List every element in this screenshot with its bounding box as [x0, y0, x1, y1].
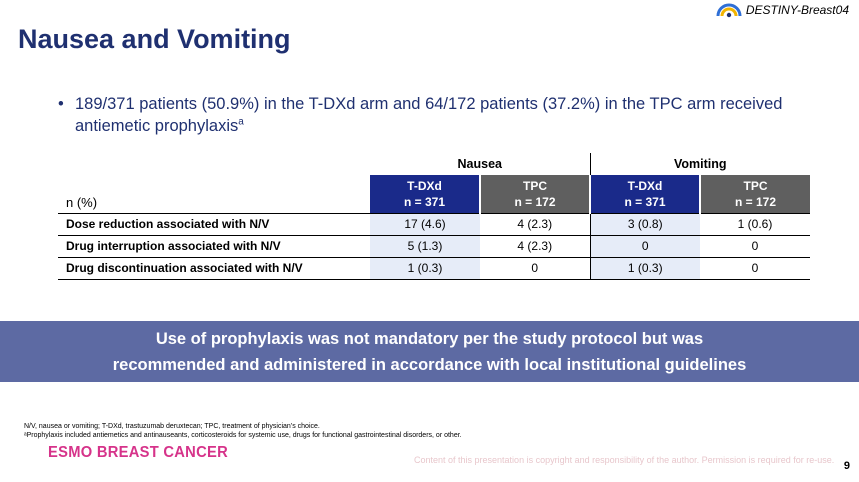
footnote-marker: a [238, 116, 244, 128]
cell-value: 0 [700, 235, 811, 258]
bullet-point: • 189/371 patients (50.9%) in the T-DXd … [58, 93, 818, 137]
cell-value: 1 (0.3) [370, 257, 480, 280]
arm-header-nausea-tdxd: T-DXd n = 371 [370, 175, 480, 214]
esmo-logo: ESMO BREAST CANCER [48, 444, 228, 461]
arm-name: TPC [743, 178, 768, 193]
footnote-abbreviations: N/V, nausea or vomiting; T-DXd, trastuzu… [24, 423, 320, 430]
cell-value: 3 (0.8) [589, 213, 701, 236]
arm-name: TPC [523, 178, 547, 193]
arm-header-vomiting-tdxd: T-DXd n = 371 [589, 175, 701, 214]
arm-n: n = 172 [514, 194, 556, 209]
banner-line-1: Use of prophylaxis was not mandatory per… [155, 330, 704, 348]
cell-value: 4 (2.3) [480, 213, 591, 236]
results-table: Nausea Vomiting n (%) T-DXd n = 371 TPC n … [58, 153, 811, 280]
row-label: Drug discontinuation associated with N/V [58, 257, 370, 280]
bullet-main-text: 189/371 patients (50.9%) in the T-DXd ar… [75, 95, 783, 135]
brand-name: DESTINY-Breast04 [745, 3, 849, 17]
brand-logo: DESTINY-Breast04 [716, 2, 849, 18]
slide-title: Nausea and Vomiting [18, 24, 291, 54]
cell-value: 5 (1.3) [370, 235, 480, 258]
bullet-dot-icon: • [58, 95, 64, 113]
cell-value: 1 (0.6) [700, 213, 811, 236]
destiny-logo-icon [716, 3, 742, 18]
cell-value: 4 (2.3) [480, 235, 591, 258]
arm-name: T-DXd [407, 178, 442, 193]
page-number: 9 [843, 460, 850, 472]
table-row: Drug discontinuation associated with N/V… [58, 257, 811, 280]
group-header-nausea: Nausea [457, 157, 502, 171]
cell-value: 1 (0.3) [589, 257, 701, 280]
table-row: Dose reduction associated with N/V 17 (4… [58, 213, 811, 236]
arm-header-nausea-tpc: TPC n = 172 [478, 175, 591, 214]
row-header-label: n (%) [58, 175, 370, 214]
arm-n: n = 371 [403, 194, 446, 209]
cell-value: 0 [589, 235, 701, 258]
cell-value: 17 (4.6) [370, 213, 480, 236]
arm-header-row: n (%) T-DXd n = 371 TPC n = 172 T-DXd n = 3… [58, 175, 811, 214]
arm-name: T-DXd [627, 178, 663, 193]
table-row: Drug interruption associated with N/V 5 … [58, 235, 811, 258]
arm-header-vomiting-tpc: TPC n = 172 [699, 175, 811, 214]
row-label: Drug interruption associated with N/V [58, 235, 370, 258]
group-header-vomiting: Vomiting [589, 153, 811, 175]
footnotes: N/V, nausea or vomiting; T-DXd, trastuzu… [24, 422, 462, 440]
group-header-row: Nausea Vomiting [58, 153, 811, 175]
row-label: Dose reduction associated with N/V [58, 213, 370, 236]
arm-n: n = 371 [624, 194, 666, 209]
banner-line-2: recommended and administered in accordan… [112, 356, 747, 374]
cell-value: 0 [700, 257, 811, 280]
footnote-a: ᵃProphylaxis included antiemetics and an… [24, 432, 462, 439]
cell-value: 0 [480, 257, 591, 280]
empty-header-cell [58, 153, 370, 175]
key-message-banner: Use of prophylaxis was not mandatory per… [0, 321, 859, 382]
copyright-notice: Content of this presentation is copyrigh… [414, 455, 835, 465]
arm-n: n = 172 [735, 194, 777, 209]
bullet-text: 189/371 patients (50.9%) in the T-DXd ar… [75, 93, 818, 137]
